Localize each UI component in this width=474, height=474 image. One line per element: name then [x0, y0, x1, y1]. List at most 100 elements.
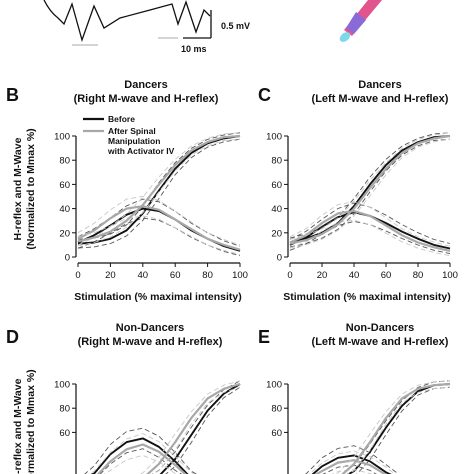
- panel-e-ytick-label: 100: [266, 380, 282, 391]
- panel-d-ylabel-line1: H-reflex and M-Wave: [12, 378, 24, 474]
- panel-b-m-wave-before-band-lower: [77, 138, 241, 249]
- panel-b-xtick-label: 20: [105, 270, 116, 281]
- panel-c-h-reflex-before-band-lower: [289, 220, 451, 255]
- panel-b-m-wave-after-line: [77, 134, 241, 243]
- panel-c-ytick-label: 20: [271, 228, 282, 239]
- panel-e-m-wave-before-band-upper: [342, 380, 451, 474]
- panel-c-plot: 0 20 40 60 80 100 0 20 40 60 80 100: [266, 132, 458, 282]
- panel-c-xtick-label: 0: [287, 270, 292, 281]
- panel-e-m-wave-after-band-lower: [347, 386, 451, 474]
- legend-label-after-line3: with Activator IV: [107, 146, 175, 156]
- panel-c-m-wave-before-line: [289, 135, 451, 244]
- panel-d-ylabel-line2: (Normalized to Mmax %): [25, 369, 37, 474]
- panel-c-ytick-label: 80: [271, 156, 282, 167]
- panel-b-m-wave-before-line: [77, 135, 241, 245]
- panel-b-h-reflex-after-line: [77, 205, 241, 251]
- panel-d-subtitle: (Right M-wave and H-reflex): [78, 336, 223, 348]
- legend-label-after-line1: After Spinal: [108, 126, 156, 136]
- plot-area: 0 20 40 60 80 100 0 20 40 60 80 100 0 20 40 60 80 100 0 20 4…: [54, 132, 458, 474]
- panel-d-m-wave-before-line: [159, 383, 241, 474]
- panel-b-ylabel-line1: H-reflex and M-Wave: [12, 137, 24, 240]
- panel-e-subtitle: (Left M-wave and H-reflex): [312, 336, 449, 348]
- scale-time-label: 10 ms: [181, 44, 207, 54]
- panel-c-m-wave-before-band-lower: [289, 138, 451, 248]
- panel-d-m-wave-after-band-lower: [152, 386, 241, 474]
- panel-e-ytick-label: 80: [271, 404, 282, 415]
- panel-c-h-reflex-after-band-upper: [289, 201, 451, 247]
- panel-b-ytick-label: 20: [59, 228, 70, 239]
- panel-e-title: Non-Dancers: [346, 322, 414, 334]
- panel-e-h-reflex-before-line: [311, 454, 392, 474]
- activator-barrel: [346, 12, 366, 34]
- emg-trace: [43, 0, 211, 43]
- panel-c-h-reflex-after-band-lower: [289, 219, 451, 257]
- panel-b-xlabel: Stimulation (% maximal intensity): [74, 291, 241, 303]
- panel-b-h-reflex-after-band-lower: [77, 215, 241, 256]
- panel-c-xlabel: Stimulation (% maximal intensity): [283, 291, 450, 303]
- scale-voltage-label: 0.5 mV: [221, 21, 250, 31]
- panel-c-ytick-label: 0: [277, 253, 282, 264]
- panel-c-h-reflex-after-line: [289, 209, 451, 252]
- panel-b-subtitle: (Right M-wave and H-reflex): [74, 93, 219, 105]
- panel-e-ytick-label: 60: [271, 428, 282, 439]
- panel-b-h-reflex-before-band-upper: [77, 198, 241, 247]
- panel-e-h-reflex-after-line: [314, 459, 388, 474]
- panel-letter-c: C: [258, 85, 271, 105]
- panel-b-xtick-label: 100: [232, 270, 248, 281]
- panel-b-h-reflex-after-band-upper: [77, 195, 241, 246]
- panel-b-xtick-label: 40: [138, 270, 149, 281]
- panel-c-m-wave-after-band-upper: [289, 132, 451, 240]
- panel-c-xtick-label: 80: [413, 270, 424, 281]
- panel-b-ytick-label: 80: [59, 156, 70, 167]
- activator-tip: [339, 32, 351, 42]
- panel-d-ytick-label: 60: [59, 428, 70, 439]
- panel-e-plot: 100 80 60: [266, 380, 451, 474]
- panel-c-subtitle: (Left M-wave and H-reflex): [312, 93, 449, 105]
- activator-icon: [339, 0, 382, 42]
- legend-label-before: Before: [108, 114, 135, 124]
- panel-d-h-reflex-before-line: [90, 437, 189, 474]
- panel-c-xtick-label: 40: [349, 270, 360, 281]
- panel-d-ytick-label: 80: [59, 404, 70, 415]
- panel-b-ylabel: H-reflex and M-Wave (Normalized to Mmax …: [12, 128, 37, 249]
- panel-c-m-wave-after-line: [289, 134, 451, 245]
- panel-d-h-reflex-after-line: [96, 443, 187, 474]
- panel-c-m-wave-before-band-upper: [289, 132, 451, 239]
- panel-c-m-wave-after-band-lower: [289, 138, 451, 249]
- panel-d-title: Non-Dancers: [116, 322, 184, 334]
- panel-b-xtick-label: 60: [170, 270, 181, 281]
- panel-d-plot: 100 80 60: [54, 380, 241, 474]
- panel-e-h-reflex-before-band-lower: [322, 464, 377, 474]
- panel-d-ylabel: H-reflex and M-Wave (Normalized to Mmax …: [12, 369, 37, 474]
- legend-label-after: After Spinal Manipulation with Activator…: [107, 126, 175, 156]
- panel-d-ytick-label: 100: [54, 380, 70, 391]
- panel-b-ytick-label: 100: [54, 132, 70, 143]
- panel-d-m-wave-after-line: [146, 382, 241, 474]
- panel-b-ytick-label: 0: [65, 253, 70, 264]
- panel-c-ytick-label: 100: [266, 132, 282, 143]
- panel-letter-d: D: [6, 327, 19, 347]
- legend: Before After Spinal Manipulation with Ac…: [83, 114, 175, 156]
- panel-b-ytick-label: 60: [59, 180, 70, 191]
- panel-c-title: Dancers: [358, 79, 401, 91]
- panel-b-title: Dancers: [124, 79, 167, 91]
- panel-c-ytick-label: 40: [271, 204, 282, 215]
- panel-b-xtick-label: 80: [202, 270, 213, 281]
- panel-c-xtick-label: 20: [317, 270, 328, 281]
- panel-c-xtick-label: 100: [442, 270, 458, 281]
- panel-e-m-wave-before-band-lower: [356, 386, 451, 474]
- panel-d-m-wave-before-band-lower: [165, 386, 241, 474]
- panel-b-m-wave-before-band-upper: [77, 132, 241, 240]
- panel-e-h-reflex-after-band-upper: [308, 450, 396, 474]
- panel-e-m-wave-after-line: [341, 382, 451, 474]
- panel-d-m-wave-after-band-upper: [139, 380, 241, 474]
- panel-b-m-wave-after-band-lower: [77, 138, 241, 247]
- panel-c-xtick-label: 60: [381, 270, 392, 281]
- panel-b-h-reflex-before-band-lower: [77, 217, 241, 257]
- panel-c-ytick-label: 60: [271, 180, 282, 191]
- emg-trace-strip: 0.5 mV 10 ms: [43, 0, 250, 54]
- panel-d-h-reflex-after-band-upper: [88, 433, 196, 474]
- panel-b-xtick-label: 0: [75, 270, 80, 281]
- panel-e-m-wave-before-line: [346, 383, 451, 474]
